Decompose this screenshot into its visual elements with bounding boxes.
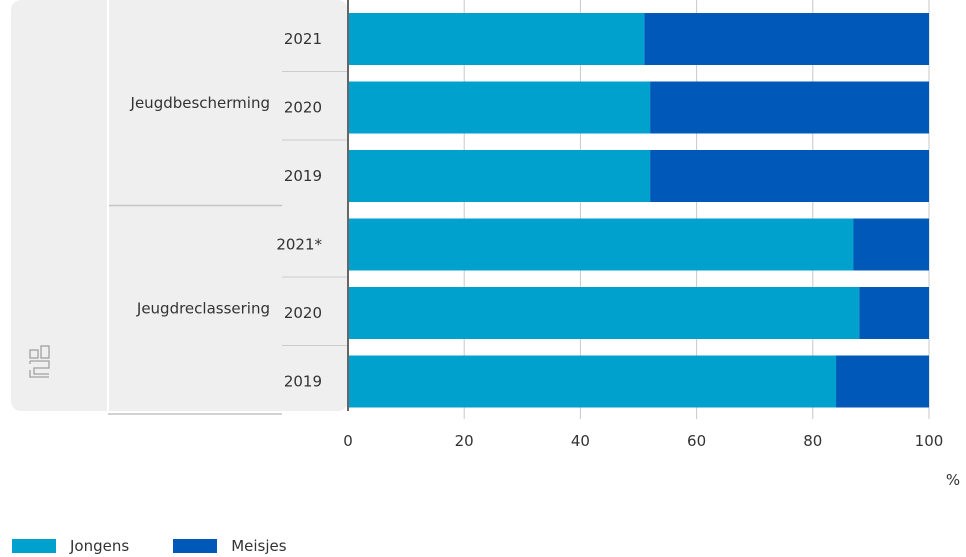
legend-swatch-meisjes: [173, 539, 218, 553]
bar-segment-meisjes: [853, 218, 929, 271]
bar-segment-meisjes: [650, 81, 929, 134]
legend-item-meisjes: Meisjes: [173, 537, 287, 555]
legend: Jongens Meisjes: [12, 536, 331, 556]
x-tick-label: 0: [343, 432, 353, 450]
category-label: 2020: [284, 99, 322, 117]
category-label: 2019: [284, 373, 322, 391]
bar-segment-jongens: [348, 218, 854, 271]
legend-item-jongens: Jongens: [12, 537, 129, 555]
bar-segment-jongens: [348, 287, 860, 339]
x-tick-label: 20: [455, 432, 474, 450]
legend-swatch-jongens: [12, 539, 56, 553]
category-label: 2019: [284, 167, 322, 185]
x-tick-label: 100: [915, 432, 944, 450]
stacked-bar-chart: 2021 2020 2019 2021* 2020 2019 Jeugdbeschermi…: [11, 0, 960, 489]
cbs-logo-icon: [29, 345, 50, 378]
bar-segment-jongens: [348, 81, 651, 134]
category-label: 2021: [284, 30, 322, 48]
group-label: Jeugdbescherming: [130, 94, 270, 112]
bar-segment-jongens: [348, 355, 837, 408]
bar-segment-meisjes: [644, 13, 929, 65]
bar-segment-jongens: [348, 150, 651, 202]
x-axis-unit: %: [946, 471, 960, 489]
group-label: Jeugdreclassering: [136, 299, 270, 317]
bar-segment-meisjes: [836, 355, 929, 408]
category-label: 2020: [284, 304, 322, 322]
bar-segment-meisjes: [650, 150, 929, 202]
x-tick-label: 80: [803, 432, 822, 450]
bar-segment-meisjes: [859, 287, 929, 339]
x-tick-label: 40: [571, 432, 590, 450]
legend-label-jongens: Jongens: [70, 537, 130, 555]
bar-segment-jongens: [348, 13, 645, 65]
legend-label-meisjes: Meisjes: [231, 537, 287, 555]
category-label: 2021*: [276, 236, 322, 254]
x-tick-label: 60: [687, 432, 706, 450]
